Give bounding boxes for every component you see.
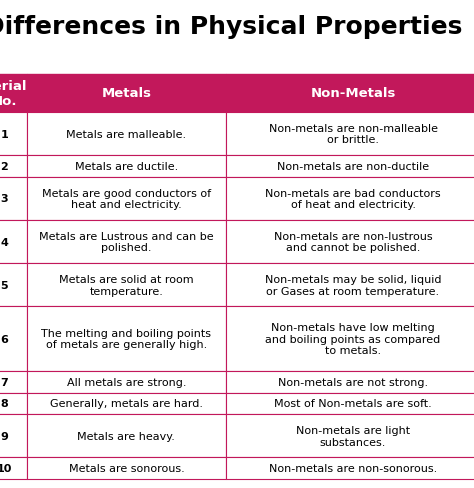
- Bar: [0, 178, 27, 221]
- Text: Generally, metals are hard.: Generally, metals are hard.: [50, 399, 203, 408]
- Bar: [0, 414, 27, 457]
- Text: Non-metals are non-lustrous
and cannot be polished.: Non-metals are non-lustrous and cannot b…: [273, 231, 432, 253]
- Text: Differences in Physical Properties: Differences in Physical Properties: [0, 15, 462, 39]
- Bar: [0, 457, 27, 479]
- Text: 4: 4: [0, 237, 9, 247]
- Bar: [226, 113, 474, 156]
- Bar: [226, 264, 474, 306]
- Bar: [0, 264, 27, 306]
- Text: Metals are sonorous.: Metals are sonorous.: [69, 463, 184, 473]
- Text: All metals are strong.: All metals are strong.: [67, 377, 186, 387]
- Bar: [226, 75, 474, 113]
- Bar: [0, 371, 27, 393]
- Text: Metals are solid at room
temperature.: Metals are solid at room temperature.: [59, 274, 194, 296]
- Bar: [226, 156, 474, 178]
- Bar: [226, 457, 474, 479]
- Bar: [27, 75, 226, 113]
- Bar: [27, 113, 226, 156]
- Text: 5: 5: [0, 280, 8, 290]
- Bar: [226, 414, 474, 457]
- Text: Metals are heavy.: Metals are heavy.: [77, 431, 175, 441]
- Text: Non-metals are non-malleable
or brittle.: Non-metals are non-malleable or brittle.: [268, 123, 438, 145]
- Bar: [27, 457, 226, 479]
- Bar: [27, 178, 226, 221]
- Text: 1: 1: [0, 129, 8, 139]
- Text: 3: 3: [0, 194, 8, 204]
- Text: 2: 2: [0, 162, 8, 172]
- Bar: [27, 393, 226, 414]
- Bar: [27, 264, 226, 306]
- Text: Serial
No.: Serial No.: [0, 80, 26, 108]
- Text: The melting and boiling points
of metals are generally high.: The melting and boiling points of metals…: [41, 328, 211, 350]
- Bar: [0, 113, 27, 156]
- Bar: [0, 306, 27, 371]
- Bar: [226, 393, 474, 414]
- Bar: [0, 221, 27, 264]
- Text: Metals: Metals: [101, 87, 151, 101]
- Bar: [226, 306, 474, 371]
- Text: Non-metals are non-sonorous.: Non-metals are non-sonorous.: [269, 463, 437, 473]
- Text: 6: 6: [0, 334, 9, 344]
- Text: Non-metals have low melting
and boiling points as compared
to metals.: Non-metals have low melting and boiling …: [265, 323, 441, 356]
- Text: Non-Metals: Non-Metals: [310, 87, 396, 101]
- Text: Non-metals may be solid, liquid
or Gases at room temperature.: Non-metals may be solid, liquid or Gases…: [265, 274, 441, 296]
- Text: Metals are Lustrous and can be
polished.: Metals are Lustrous and can be polished.: [39, 231, 214, 253]
- Text: Non-metals are non-ductile: Non-metals are non-ductile: [277, 162, 429, 172]
- Bar: [226, 178, 474, 221]
- Text: Most of Non-metals are soft.: Most of Non-metals are soft.: [274, 399, 432, 408]
- Text: 8: 8: [0, 399, 8, 408]
- Bar: [0, 156, 27, 178]
- Text: Non-metals are light
substances.: Non-metals are light substances.: [296, 425, 410, 447]
- Text: Metals are good conductors of
heat and electricity.: Metals are good conductors of heat and e…: [42, 188, 211, 210]
- Bar: [27, 156, 226, 178]
- Text: Non-metals are not strong.: Non-metals are not strong.: [278, 377, 428, 387]
- Bar: [226, 371, 474, 393]
- Text: Metals are malleable.: Metals are malleable.: [66, 129, 186, 139]
- Text: 7: 7: [0, 377, 8, 387]
- Text: 9: 9: [0, 431, 9, 441]
- Bar: [27, 306, 226, 371]
- Bar: [0, 75, 27, 113]
- Text: 10: 10: [0, 463, 12, 473]
- Text: Metals are ductile.: Metals are ductile.: [75, 162, 178, 172]
- Bar: [226, 221, 474, 264]
- Text: Non-metals are bad conductors
of heat and electricity.: Non-metals are bad conductors of heat an…: [265, 188, 441, 210]
- Bar: [0, 393, 27, 414]
- Bar: [27, 371, 226, 393]
- Bar: [27, 414, 226, 457]
- Bar: [27, 221, 226, 264]
